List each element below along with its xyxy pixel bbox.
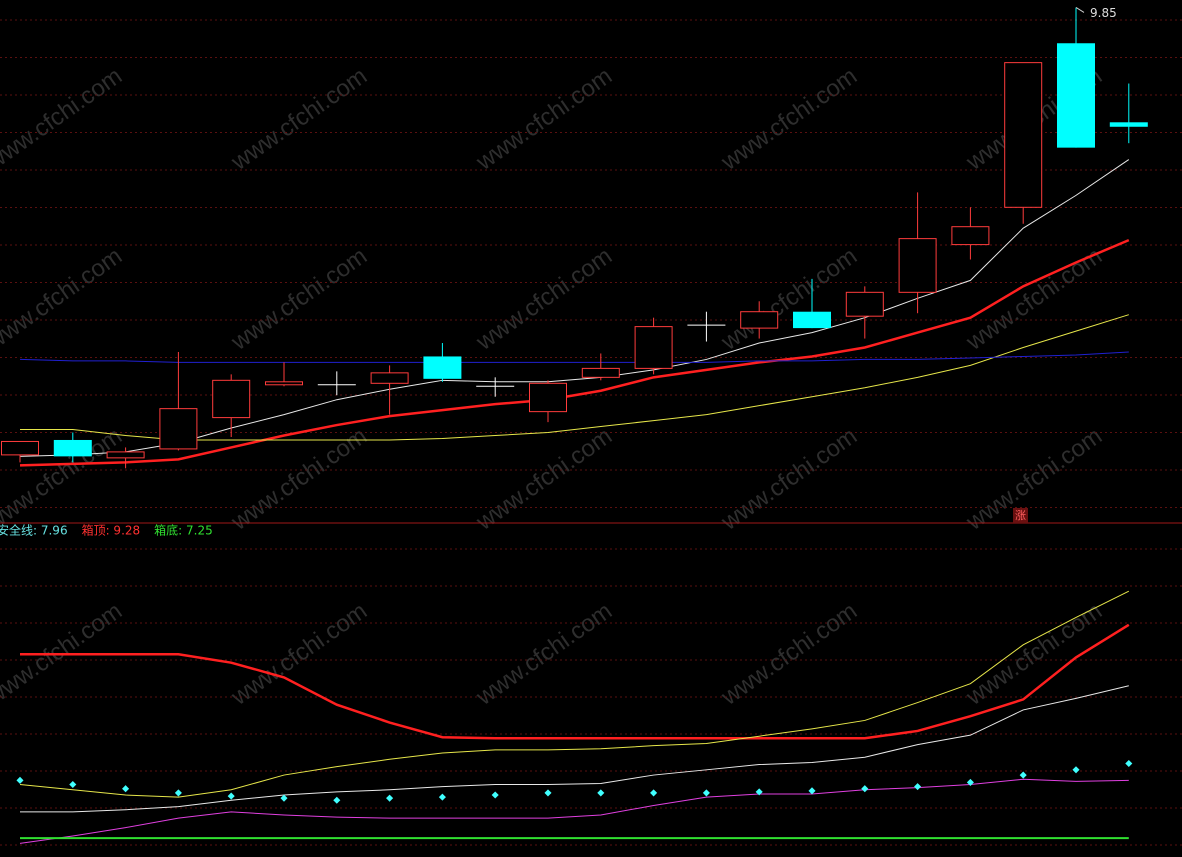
indicator-line [19,159,1130,457]
candle-body [1004,62,1043,208]
safety-dot [1019,771,1027,779]
indicator-line [19,238,1130,467]
candle-body [793,311,831,329]
safety-dot [280,794,288,802]
candle-body [1109,122,1148,127]
safety-dot [386,794,394,802]
safety-dot [69,780,77,789]
marker-box [1013,508,1028,523]
safety-dot [16,776,24,784]
indicator-line [20,314,1129,441]
safety-dot [966,778,974,786]
safety-dot [174,789,182,797]
indicator-line [20,623,1130,740]
legend-entry: 箱顶: 9.28 [82,523,141,538]
safety-dot [333,796,341,804]
safety-dot [122,785,130,793]
safety-dot [491,791,499,799]
grid [0,19,1182,846]
candle-body [529,382,567,413]
candle-body [370,372,409,384]
safety-dot [808,787,816,795]
candle-body [1057,43,1095,148]
safety-dot [438,793,446,801]
marker-label: 涨 [1015,509,1026,522]
indicator-line [19,590,1130,798]
candle-body [634,326,673,369]
candle-body [845,291,884,317]
indicator-line [19,778,1129,844]
candle-body [1,440,39,456]
safety-dot [597,789,605,797]
indicator-line [19,351,1129,363]
legend-entry: 安全线: 7.96 [0,523,68,538]
high-pointer [1075,7,1085,13]
safety-dot [702,789,710,797]
safety-dot [861,785,869,793]
indicator-line [20,685,1129,813]
price-panel: 9.85 涨 [1,6,1148,523]
candle-body [951,226,990,246]
indicator-panel: 安全线: 7.96 箱顶: 9.28 箱底: 7.25 [0,523,1133,844]
candle-body [423,356,462,379]
candle-body [581,367,620,378]
candle-body [212,379,251,419]
legend-entry: 箱底: 7.25 [154,523,213,538]
safety-dot [227,792,235,800]
high-label: 9.85 [1090,6,1117,20]
candle-body [740,311,779,329]
candle-body [898,238,937,293]
candle-body [265,381,303,386]
safety-dot [650,789,658,797]
candle-body [159,408,198,450]
safety-dot [544,789,552,797]
candle-body [53,439,92,457]
candle-body [106,451,145,459]
safety-dot [914,783,922,791]
safety-dot [755,788,763,796]
